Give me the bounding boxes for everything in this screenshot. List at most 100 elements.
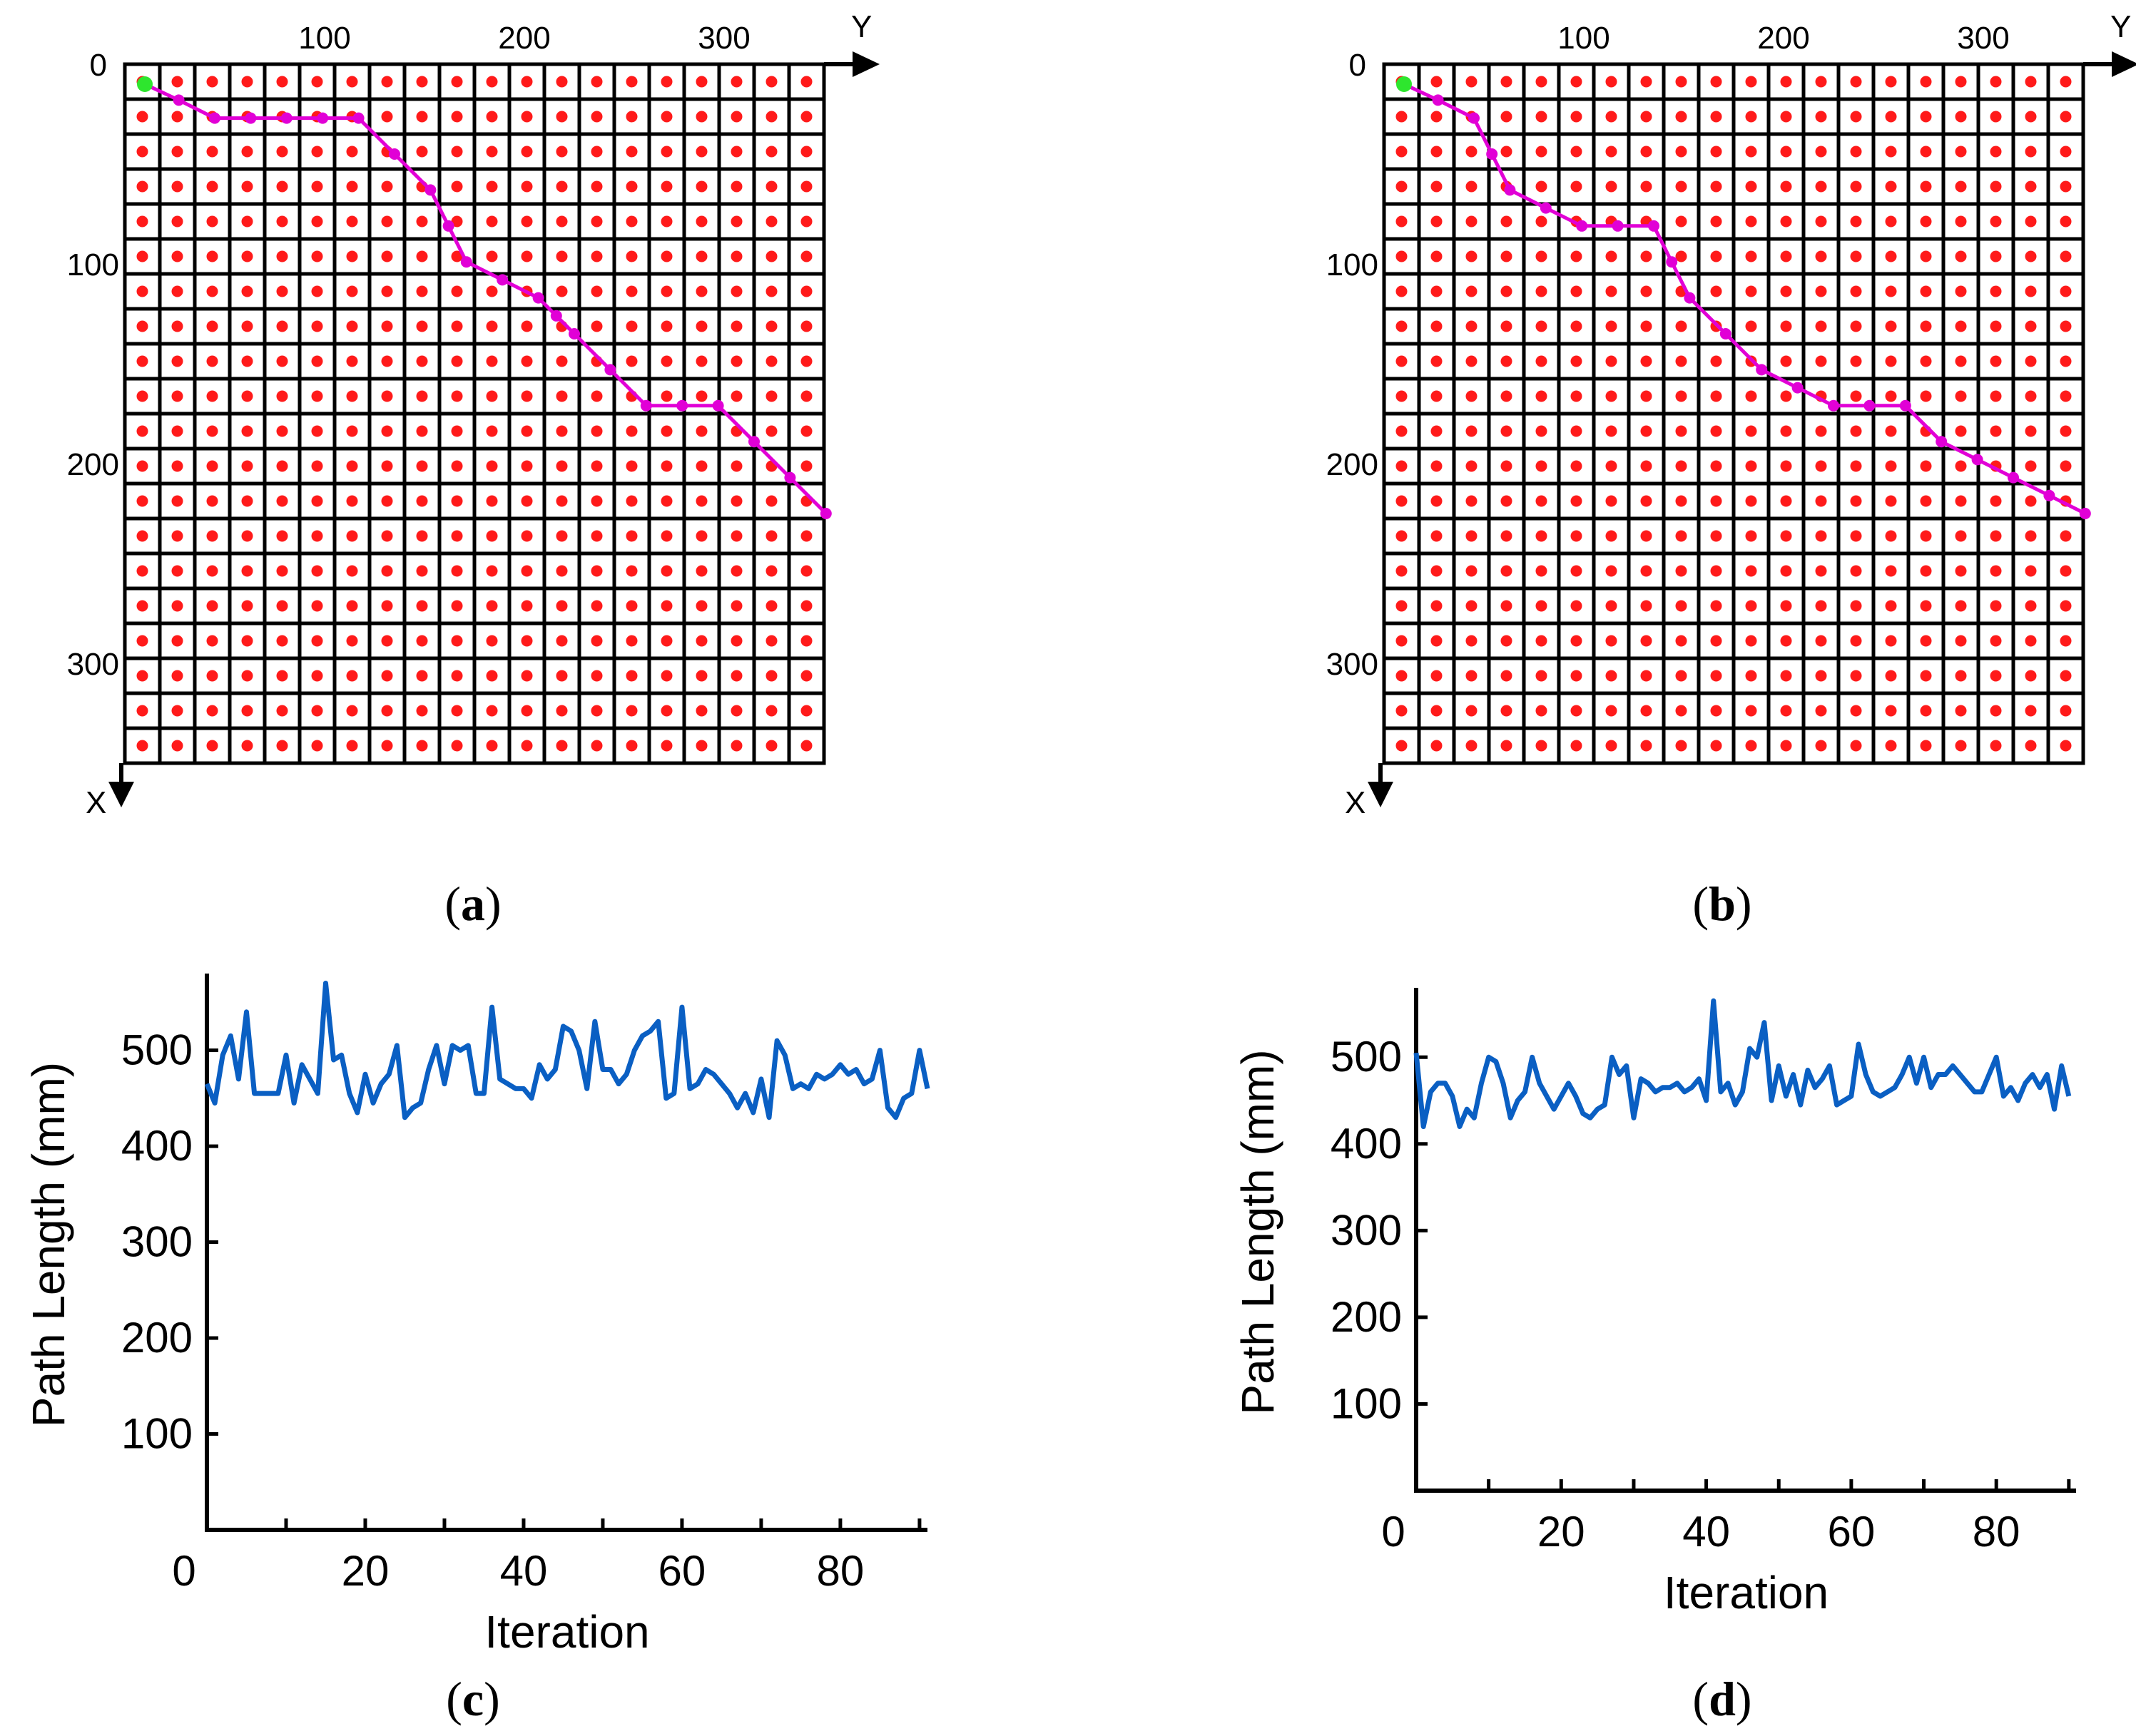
grid-node bbox=[346, 740, 358, 752]
grid-node bbox=[276, 705, 288, 717]
grid-node bbox=[521, 740, 533, 752]
grid-node bbox=[1955, 530, 1967, 542]
grid-node bbox=[346, 565, 358, 577]
grid-node bbox=[171, 740, 183, 752]
grid-node bbox=[1745, 705, 1757, 717]
y-tick-label: 300 bbox=[121, 1218, 193, 1266]
grid-node bbox=[346, 425, 358, 437]
grid-node bbox=[346, 285, 358, 297]
grid-node bbox=[1395, 565, 1408, 577]
path-waypoint bbox=[424, 184, 437, 196]
grid-node bbox=[626, 460, 638, 472]
grid-node bbox=[1780, 250, 1792, 262]
grid-node bbox=[311, 145, 323, 158]
x-tick-label: 100 bbox=[67, 247, 119, 282]
grid-node bbox=[731, 635, 743, 647]
grid-node bbox=[556, 740, 568, 752]
grid-node bbox=[1535, 355, 1547, 367]
grid-node bbox=[1395, 670, 1408, 682]
grid-node bbox=[1430, 145, 1443, 158]
grid-node bbox=[1535, 145, 1547, 158]
grid-node bbox=[626, 285, 638, 297]
grid-node bbox=[1710, 355, 1722, 367]
grid-node bbox=[591, 390, 603, 402]
grid-node bbox=[311, 180, 323, 193]
grid-node bbox=[1500, 390, 1512, 402]
grid-node bbox=[1465, 215, 1478, 228]
grid-node bbox=[521, 530, 533, 542]
path-waypoint bbox=[1540, 202, 1552, 214]
grid-node bbox=[1920, 530, 1932, 542]
path-waypoint bbox=[1504, 184, 1516, 196]
grid-node bbox=[1885, 180, 1897, 193]
grid-node bbox=[1465, 635, 1478, 647]
x-tick-label: 60 bbox=[658, 1547, 706, 1595]
grid-node bbox=[1815, 740, 1827, 752]
grid-node bbox=[661, 705, 673, 717]
grid-node bbox=[696, 670, 708, 682]
path-waypoint bbox=[820, 508, 832, 519]
grid-node bbox=[521, 76, 533, 88]
path-line bbox=[143, 82, 828, 515]
grid-node bbox=[1395, 740, 1408, 752]
grid-node bbox=[1710, 565, 1722, 577]
grid-node bbox=[1640, 740, 1652, 752]
y-tick-label: 500 bbox=[1331, 1033, 1402, 1081]
grid-node bbox=[1535, 390, 1547, 402]
grid-node bbox=[1430, 215, 1443, 228]
grid-node bbox=[206, 355, 218, 367]
grid-node bbox=[1745, 111, 1757, 123]
grid-node bbox=[1430, 600, 1443, 612]
grid-node bbox=[1395, 250, 1408, 262]
grid-node bbox=[731, 111, 743, 123]
grid-node bbox=[626, 215, 638, 228]
grid-node bbox=[451, 670, 463, 682]
path-waypoint bbox=[1756, 364, 1768, 376]
grid-node bbox=[311, 390, 323, 402]
grid-node bbox=[136, 425, 148, 437]
y-axis-label: Y bbox=[2110, 9, 2131, 44]
grid-node bbox=[2025, 670, 2037, 682]
grid-node bbox=[206, 390, 218, 402]
grid-node bbox=[1535, 565, 1547, 577]
grid-node bbox=[486, 460, 498, 472]
path-waypoint bbox=[640, 399, 652, 412]
grid-node bbox=[381, 390, 393, 402]
grid-node bbox=[206, 285, 218, 297]
grid-node bbox=[1745, 670, 1757, 682]
grid-node bbox=[1500, 705, 1512, 717]
grid-node bbox=[486, 530, 498, 542]
series bbox=[204, 980, 930, 1120]
grid-node bbox=[206, 600, 218, 612]
grid-node bbox=[346, 530, 358, 542]
grid-node bbox=[661, 565, 673, 577]
grid-node bbox=[381, 635, 393, 647]
grid-node bbox=[1500, 285, 1512, 297]
grid-node bbox=[521, 495, 533, 507]
grid-node bbox=[591, 76, 603, 88]
x-tick-label: 0 bbox=[172, 1547, 195, 1595]
line-axes: 100 200 300 400 500 0 20 40 60 80 Iteration Path Le… bbox=[1232, 988, 2076, 1618]
grid-node bbox=[1500, 600, 1512, 612]
grid-node bbox=[1500, 495, 1512, 507]
grid-node bbox=[800, 76, 813, 88]
grid-node bbox=[171, 705, 183, 717]
y-tick-label: 300 bbox=[698, 21, 750, 56]
grid-node bbox=[1500, 740, 1512, 752]
grid-node bbox=[1640, 250, 1652, 262]
grid-node bbox=[626, 600, 638, 612]
grid-node bbox=[1850, 670, 1862, 682]
grid-node bbox=[381, 460, 393, 472]
grid-node bbox=[416, 250, 428, 262]
grid-node bbox=[1640, 320, 1652, 332]
grid-node bbox=[171, 250, 183, 262]
grid-node bbox=[1990, 111, 2002, 123]
grid-node bbox=[241, 285, 253, 297]
grid-node bbox=[1430, 285, 1443, 297]
grid-axes: Y X 100 200 300 0 100 200 300 bbox=[67, 9, 880, 820]
grid-node bbox=[311, 355, 323, 367]
grid-node bbox=[1430, 740, 1443, 752]
grid-node bbox=[661, 215, 673, 228]
grid-node bbox=[800, 740, 813, 752]
x-axis-arrowhead bbox=[1368, 782, 1393, 807]
